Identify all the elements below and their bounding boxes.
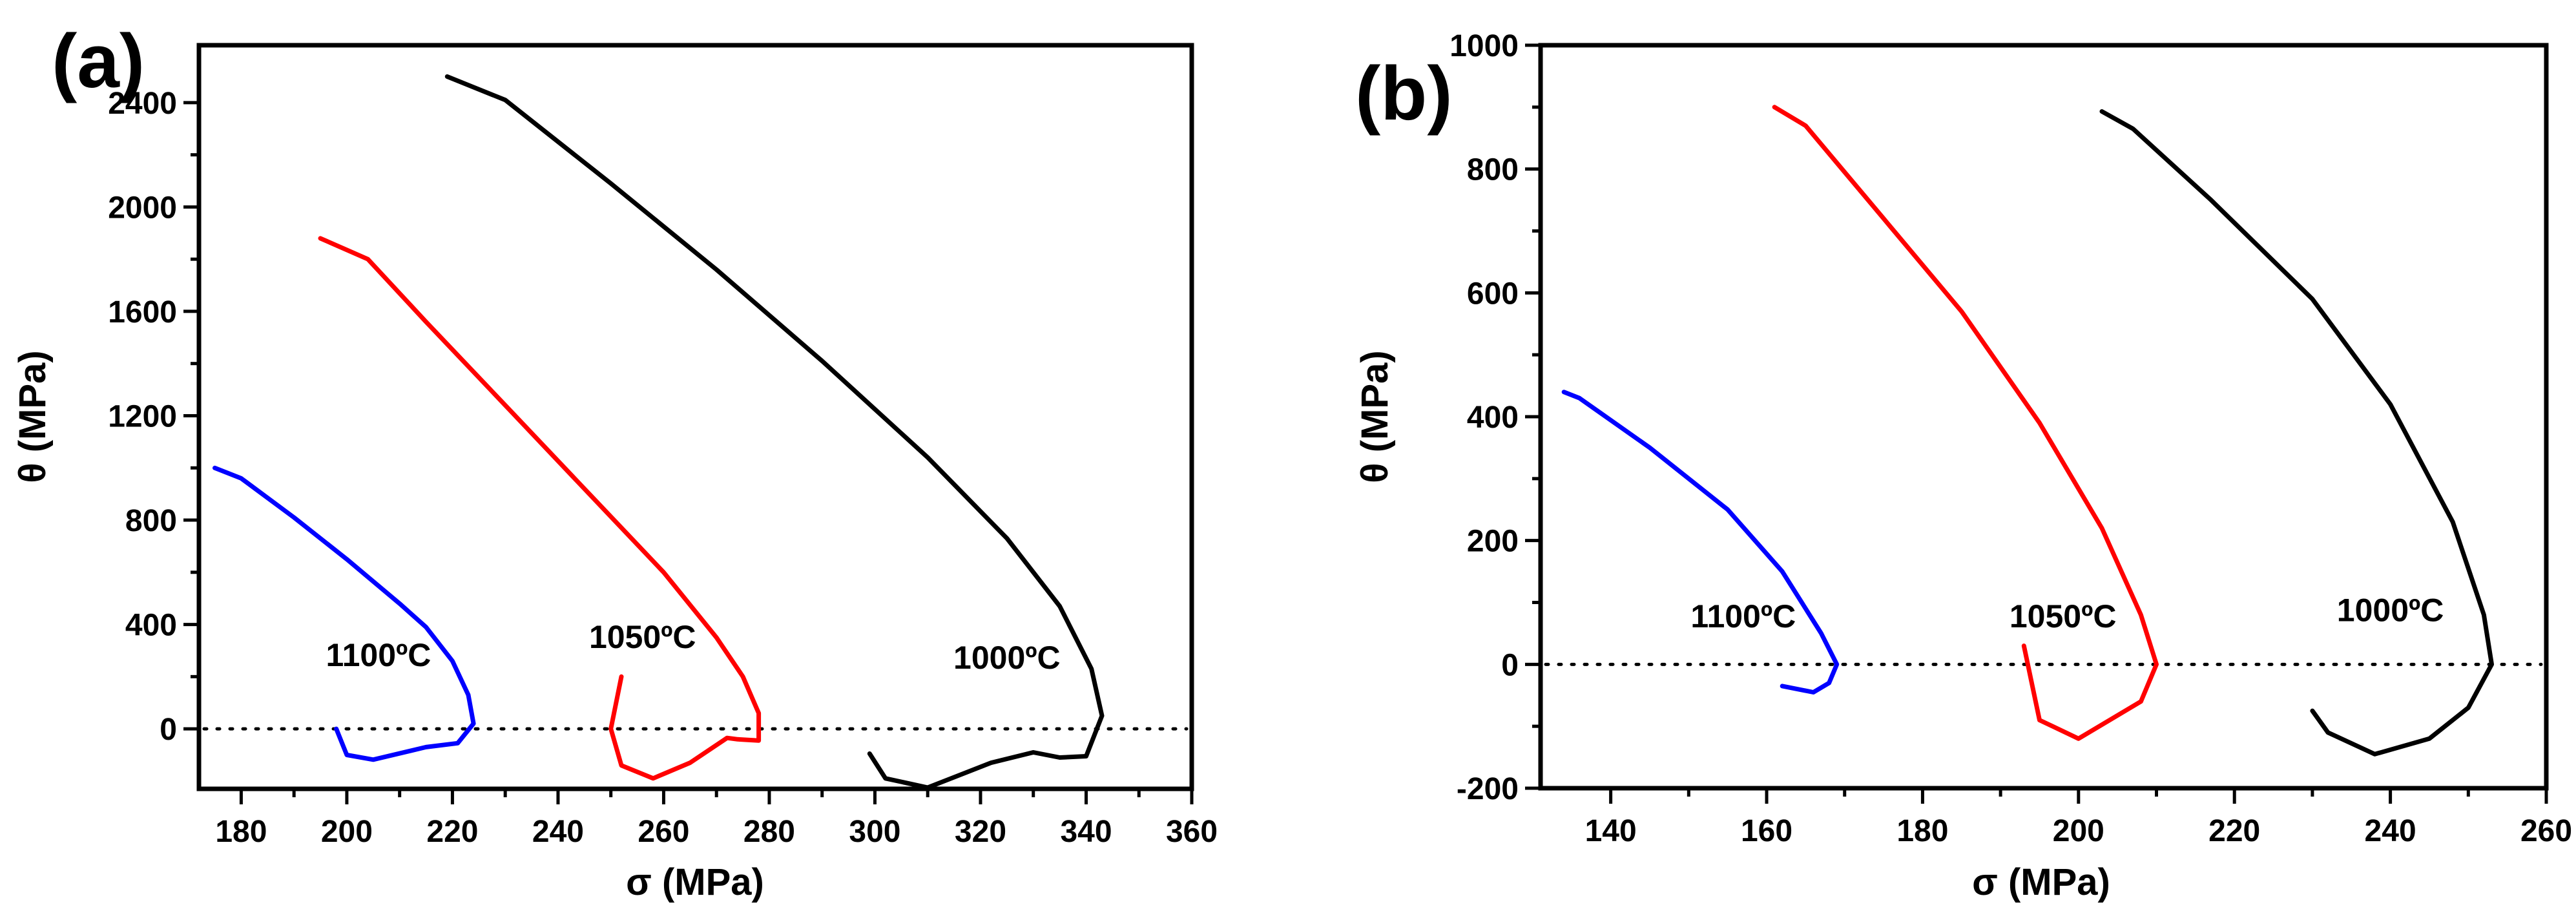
a-y-tick-label: 1600 — [108, 295, 177, 329]
a-y-tick-label: 2000 — [108, 191, 177, 225]
b-y-tick-label: 800 — [1467, 153, 1519, 187]
b-x-tick-label: 260 — [2520, 814, 2572, 848]
b-y-tick-label: -200 — [1457, 772, 1519, 806]
b-x-tick-label: 160 — [1741, 814, 1792, 848]
panel-a-series — [213, 74, 1105, 790]
a-x-tick-label: 280 — [743, 815, 795, 849]
panel-a-letter: (a) — [52, 19, 145, 104]
a-curve-1050c — [318, 236, 762, 781]
panel-a-y-axis-title: θ (MPa) — [12, 350, 54, 483]
a-x-tick-label: 300 — [849, 815, 900, 849]
a-x-tick-label: 180 — [215, 815, 267, 849]
panel-b-letter: (b) — [1355, 51, 1453, 136]
panel-a-ticks: 180 200 220 240 260 280 300 320 340 360 0 400 800 120… — [108, 87, 1218, 849]
panel-a-annotations: 1100ºC 1050ºC 1000ºC — [326, 619, 1061, 676]
b-y-tick-label: 0 — [1501, 648, 1519, 682]
a-y-tick-label: 800 — [125, 504, 177, 538]
panel-a-plot-frame — [196, 43, 1194, 791]
a-x-tick-label: 320 — [955, 815, 1006, 849]
panel-b-annotations: 1100ºC 1050ºC 1000ºC — [1690, 592, 2444, 634]
b-annotation-1100c: 1100ºC — [1690, 598, 1796, 634]
panel-b-y-axis-title: θ (MPa) — [1354, 350, 1396, 483]
b-curve-1000c — [2099, 109, 2494, 757]
a-annotation-1100c: 1100ºC — [326, 637, 431, 673]
a-x-tick-label: 220 — [426, 815, 478, 849]
panel-b-x-axis-title: σ (MPa) — [1972, 861, 2110, 903]
b-curve-1100c — [1561, 390, 1840, 695]
a-annotation-1000c: 1000ºC — [953, 640, 1061, 676]
a-x-tick-label: 360 — [1166, 815, 1218, 849]
a-y-tick-label: 1200 — [108, 399, 177, 434]
a-curve-1000c — [444, 74, 1105, 790]
b-x-tick-label: 220 — [2208, 814, 2260, 848]
a-x-tick-label: 260 — [638, 815, 689, 849]
a-y-tick-label: 400 — [125, 609, 177, 643]
a-y-tick-label: 2400 — [108, 87, 177, 121]
b-y-tick-label: 600 — [1467, 277, 1519, 311]
b-curve-1050c — [1772, 105, 2159, 741]
panel-b-ticks: 140 160 180 200 220 240 260 -200 0 200 400 600 800 10… — [1449, 29, 2572, 848]
panel-b: (b) 140 160 180 200 220 240 260 -200 0 200 400 600 8… — [1354, 29, 2572, 903]
a-x-tick-label: 200 — [321, 815, 373, 849]
b-y-tick-label: 400 — [1467, 401, 1519, 435]
b-y-tick-label: 1000 — [1449, 29, 1519, 63]
b-annotation-1000c: 1000ºC — [2337, 592, 2444, 628]
b-annotation-1050c: 1050ºC — [2010, 598, 2117, 634]
b-x-tick-label: 140 — [1585, 814, 1637, 848]
panel-b-series — [1561, 105, 2494, 757]
a-curve-1100c — [213, 465, 476, 762]
b-x-tick-label: 200 — [2053, 814, 2104, 848]
panel-a-x-axis-title: σ (MPa) — [626, 861, 764, 903]
b-x-tick-label: 180 — [1896, 814, 1948, 848]
b-x-tick-label: 240 — [2365, 814, 2416, 848]
panel-a: (a) 180 200 220 240 260 280 300 320 340 360 0 400 80… — [12, 19, 1218, 903]
a-y-tick-label: 0 — [160, 713, 177, 747]
a-x-tick-label: 240 — [532, 815, 584, 849]
a-x-tick-label: 340 — [1060, 815, 1112, 849]
b-y-tick-label: 200 — [1467, 525, 1519, 559]
a-annotation-1050c: 1050ºC — [589, 619, 696, 655]
